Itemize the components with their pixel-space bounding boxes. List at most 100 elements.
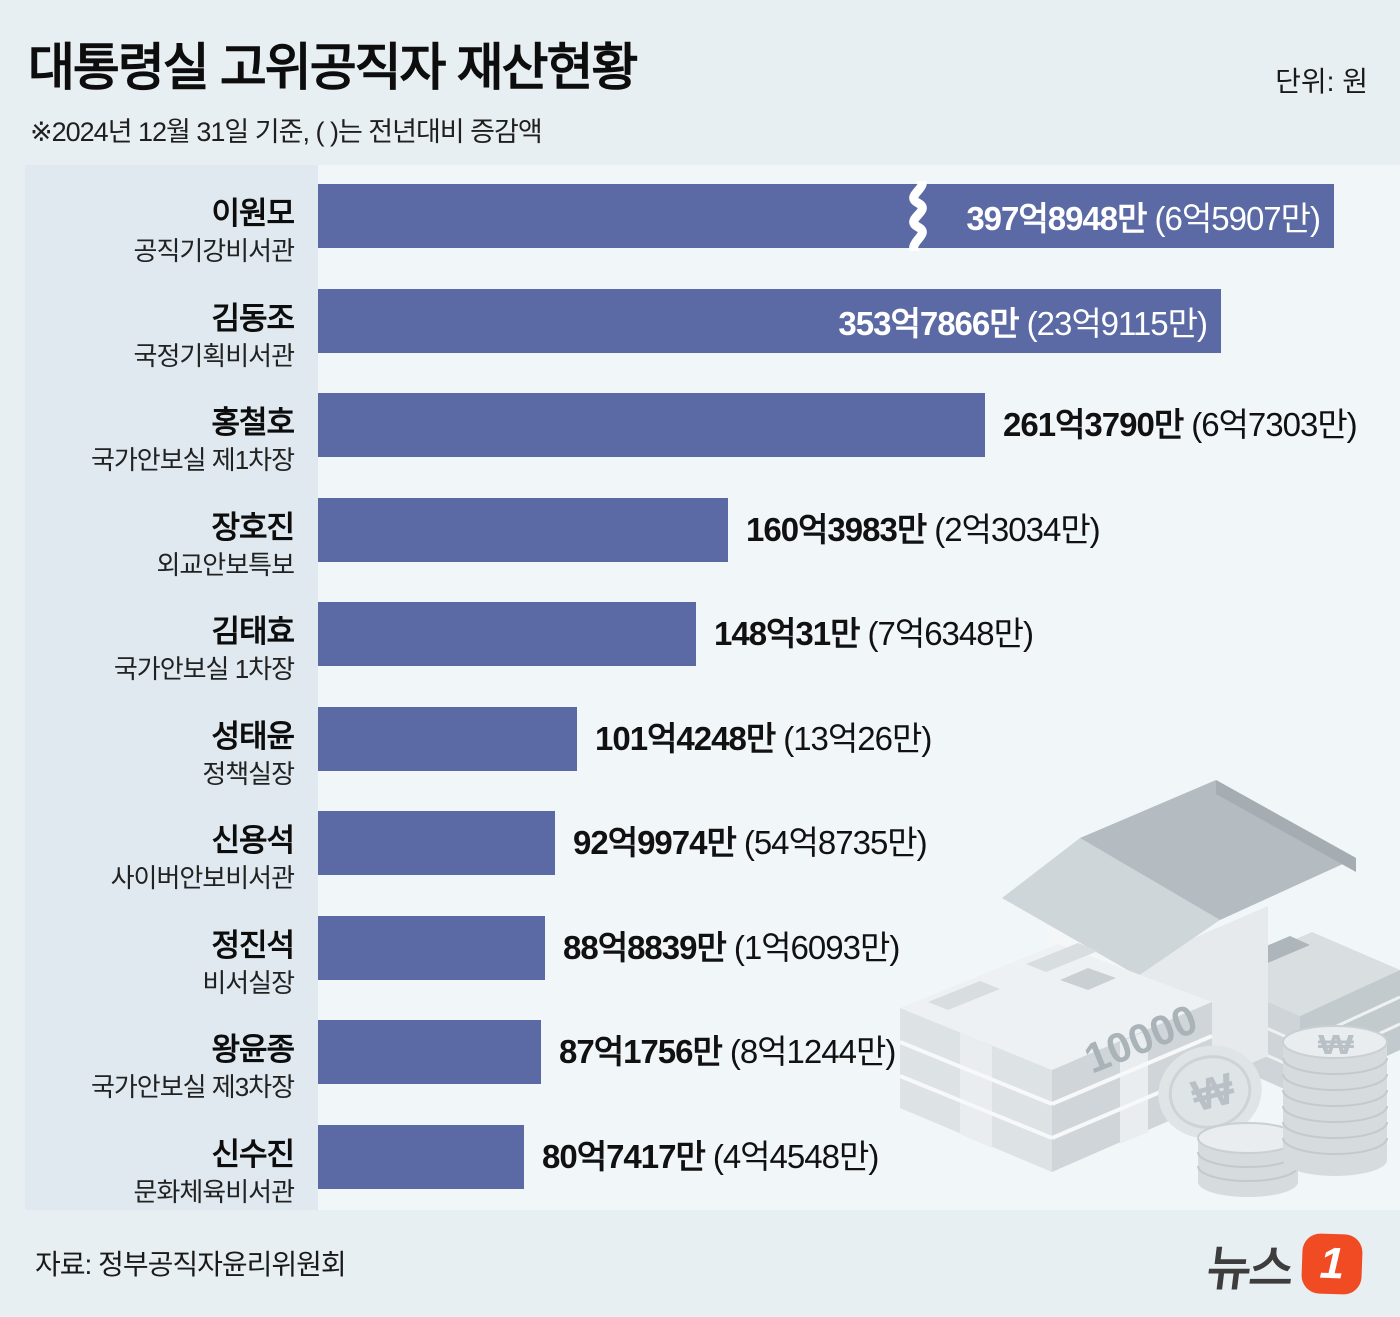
row-label: 정진석 비서실장 bbox=[25, 897, 318, 1002]
chart-row: 정진석 비서실장 88억8839만 (1억6093만) bbox=[25, 897, 1400, 1002]
asset-bar: 397억8948만 (6억5907만) bbox=[318, 181, 1334, 251]
change-value: (6억7303만) bbox=[1191, 406, 1357, 443]
news1-logo-text: 뉴스 bbox=[1203, 1243, 1295, 1296]
official-name: 성태윤 bbox=[211, 718, 295, 754]
official-name: 신용석 bbox=[211, 823, 295, 858]
change-value: (7억6348만) bbox=[867, 615, 1034, 652]
row-track: 92억9974만 (54억8735만) bbox=[318, 792, 1400, 897]
asset-value: 353억7866만 bbox=[838, 304, 1019, 342]
asset-value: 101억4248만 bbox=[595, 719, 776, 757]
change-value: (8억1244만) bbox=[729, 1033, 896, 1070]
coin-stack-tall-icon: ₩ bbox=[1282, 1025, 1388, 1176]
asset-bar bbox=[318, 1124, 524, 1189]
row-track: 80억7417만 (4억4548만) bbox=[318, 1106, 1400, 1211]
change-value: (4억4548만) bbox=[712, 1137, 879, 1175]
chart-row: 장호진 외교안보특보 160억3983만 (2억3034만) bbox=[25, 479, 1400, 584]
subtitle-note: ※2024년 12월 31일 기준, ( )는 전년대비 증감액 bbox=[30, 117, 543, 147]
official-name: 장호진 bbox=[211, 509, 295, 545]
bar-break-icon bbox=[909, 181, 927, 251]
page-title: 대통령실 고위공직자 재산현황 bbox=[28, 39, 638, 96]
asset-bar: 353억7866만 (23억9115만) bbox=[318, 288, 1221, 353]
row-track: 148억31만 (7억6348만) bbox=[318, 583, 1400, 688]
chart-row: 김태효 국가안보실 1차장 148억31만 (7억6348만) bbox=[25, 583, 1400, 688]
value-label: 101억4248만 (13억26만) bbox=[595, 718, 932, 760]
change-value: (2억3034만) bbox=[934, 510, 1100, 548]
row-track: 101억4248만 (13억26만) bbox=[318, 688, 1400, 793]
change-value: (23억9115만) bbox=[1026, 304, 1208, 342]
row-label: 김동조 국정기획비서관 bbox=[25, 270, 318, 375]
row-track: 87억1756만 (8억1244만) bbox=[318, 1001, 1400, 1106]
source-note: 자료: 정부공직자윤리위원회 bbox=[35, 1249, 347, 1280]
official-position: 사이버안보비서관 bbox=[110, 863, 295, 893]
value-label: 148억31만 (7억6348만) bbox=[714, 613, 1034, 655]
row-track: 397억8948만 (6억5907만) bbox=[318, 165, 1400, 270]
value-label: 261억3790만 (6억7303만) bbox=[1003, 404, 1358, 446]
change-value: (13억26만) bbox=[783, 719, 932, 757]
row-track: 160억3983만 (2억3034만) bbox=[318, 479, 1400, 584]
value-label: 80억7417만 (4억4548만) bbox=[542, 1136, 879, 1178]
chart-row: 홍철호 국가안보실 제1차장 261억3790만 (6억7303만) bbox=[25, 374, 1400, 479]
tilted-coin-icon: ₩ bbox=[1158, 1045, 1262, 1139]
asset-value: 148억31만 bbox=[714, 615, 860, 652]
official-position: 국가안보실 제3차장 bbox=[90, 1072, 295, 1102]
asset-bar bbox=[318, 706, 577, 771]
chart-rows: 이원모 공직기강비서관 397억8948만 (6억5907만) 김동조 국정기획비… bbox=[25, 165, 1400, 1210]
value-label: 92억9974만 (54억8735만) bbox=[573, 822, 928, 864]
official-position: 국가안보실 제1차장 bbox=[90, 445, 295, 475]
official-name: 신수진 bbox=[211, 1136, 295, 1172]
chart-row: 김동조 국정기획비서관 353억7866만 (23억9115만) bbox=[25, 270, 1400, 375]
unit-label: 단위: 원 bbox=[1275, 66, 1368, 97]
asset-bar-chart: 10000 ₩ bbox=[25, 165, 1400, 1210]
row-label: 성태윤 정책실장 bbox=[25, 688, 318, 793]
change-value: (1억6093만) bbox=[733, 928, 900, 966]
asset-value: 80억7417만 bbox=[542, 1137, 706, 1175]
chart-row: 이원모 공직기강비서관 397억8948만 (6억5907만) bbox=[25, 165, 1400, 270]
news1-logo: 뉴스 1 bbox=[1204, 1228, 1364, 1300]
value-label: 88억8839만 (1억6093만) bbox=[563, 927, 900, 969]
asset-bar bbox=[318, 602, 696, 666]
row-track: 353억7866만 (23억9115만) bbox=[318, 270, 1400, 375]
change-value: (6억5907만) bbox=[1154, 200, 1321, 237]
chart-row: 신수진 문화체육비서관 80억7417만 (4억4548만) bbox=[25, 1106, 1400, 1211]
row-track: 88억8839만 (1억6093만) bbox=[318, 897, 1400, 1002]
asset-value: 397억8948만 bbox=[966, 200, 1147, 237]
asset-bar bbox=[318, 915, 545, 980]
chart-row: 신용석 사이버안보비서관 92억9974만 (54억8735만) bbox=[25, 792, 1400, 897]
house-money-illustration-icon: 10000 ₩ bbox=[899, 780, 1400, 1197]
official-position: 외교안보특보 bbox=[156, 549, 295, 580]
official-name: 홍철호 bbox=[211, 405, 295, 440]
official-position: 문화체육비서관 bbox=[133, 1176, 295, 1207]
row-label: 이원모 공직기강비서관 bbox=[25, 165, 318, 270]
row-track: 261억3790만 (6억7303만) bbox=[318, 374, 1400, 479]
official-position: 정책실장 bbox=[202, 758, 295, 789]
row-label: 신용석 사이버안보비서관 bbox=[25, 792, 318, 897]
official-name: 정진석 bbox=[211, 927, 295, 963]
row-label: 김태효 국가안보실 1차장 bbox=[25, 583, 318, 688]
label-column-background bbox=[25, 165, 318, 1210]
chart-row: 왕윤종 국가안보실 제3차장 87억1756만 (8억1244만) bbox=[25, 1001, 1400, 1106]
asset-value: 88억8839만 bbox=[563, 928, 727, 966]
value-label: 87억1756만 (8억1244만) bbox=[559, 1031, 896, 1073]
chart-row: 성태윤 정책실장 101억4248만 (13억26만) bbox=[25, 688, 1400, 793]
official-name: 김태효 bbox=[211, 614, 295, 649]
row-label: 왕윤종 국가안보실 제3차장 bbox=[25, 1001, 318, 1106]
asset-value: 92억9974만 bbox=[573, 824, 737, 861]
asset-value: 160억3983만 bbox=[746, 510, 927, 548]
official-name: 왕윤종 bbox=[211, 1032, 295, 1067]
coin-stack-short-icon bbox=[1197, 1122, 1299, 1197]
change-value: (54억8735만) bbox=[743, 824, 928, 861]
official-position: 비서실장 bbox=[202, 967, 295, 998]
official-position: 공직기강비서관 bbox=[133, 236, 295, 266]
official-position: 국정기획비서관 bbox=[133, 340, 295, 371]
asset-bar bbox=[318, 497, 728, 562]
asset-bar bbox=[318, 811, 555, 875]
row-label: 장호진 외교안보특보 bbox=[25, 479, 318, 584]
value-label: 397억8948만 (6억5907만) bbox=[966, 192, 1321, 240]
row-label: 신수진 문화체육비서관 bbox=[25, 1106, 318, 1211]
value-label: 353억7866만 (23억9115만) bbox=[838, 297, 1208, 345]
asset-value: 261억3790만 bbox=[1003, 406, 1184, 443]
asset-bar bbox=[318, 1020, 541, 1084]
official-name: 이원모 bbox=[211, 196, 295, 231]
value-label: 160억3983만 (2억3034만) bbox=[746, 509, 1101, 551]
